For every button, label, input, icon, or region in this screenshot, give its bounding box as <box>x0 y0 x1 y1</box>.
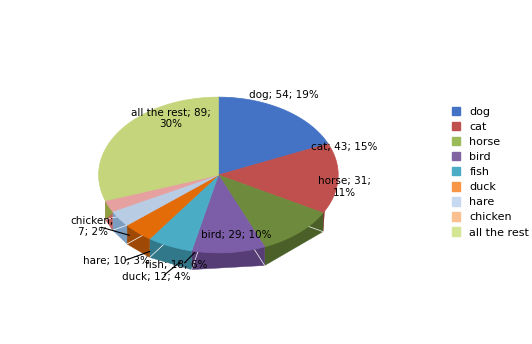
Text: hare; 10; 3%: hare; 10; 3% <box>83 256 150 266</box>
Polygon shape <box>105 97 219 219</box>
Polygon shape <box>127 175 219 239</box>
Text: bird; 29; 10%: bird; 29; 10% <box>201 230 272 240</box>
Polygon shape <box>113 175 219 225</box>
Polygon shape <box>265 213 323 266</box>
Polygon shape <box>149 239 192 270</box>
Polygon shape <box>149 175 219 251</box>
Polygon shape <box>323 144 328 232</box>
Polygon shape <box>192 175 265 253</box>
Polygon shape <box>219 175 323 247</box>
Polygon shape <box>113 212 127 244</box>
Polygon shape <box>219 144 338 213</box>
Text: fish; 18; 6%: fish; 18; 6% <box>145 260 207 270</box>
Text: all the rest; 89;
30%: all the rest; 89; 30% <box>130 108 211 129</box>
Polygon shape <box>105 201 113 230</box>
Polygon shape <box>192 247 265 270</box>
Polygon shape <box>98 97 219 201</box>
Polygon shape <box>105 175 219 212</box>
Text: cat; 43; 15%: cat; 43; 15% <box>311 142 377 152</box>
Text: chicken;
7; 2%: chicken; 7; 2% <box>71 216 114 237</box>
Text: horse; 31;
11%: horse; 31; 11% <box>318 176 371 198</box>
Text: dog; 54; 19%: dog; 54; 19% <box>250 90 319 100</box>
Text: duck; 12; 4%: duck; 12; 4% <box>122 272 190 282</box>
Legend: dog, cat, horse, bird, fish, duck, hare, chicken, all the rest: dog, cat, horse, bird, fish, duck, hare,… <box>452 107 529 237</box>
Polygon shape <box>127 225 149 257</box>
Polygon shape <box>219 97 328 175</box>
